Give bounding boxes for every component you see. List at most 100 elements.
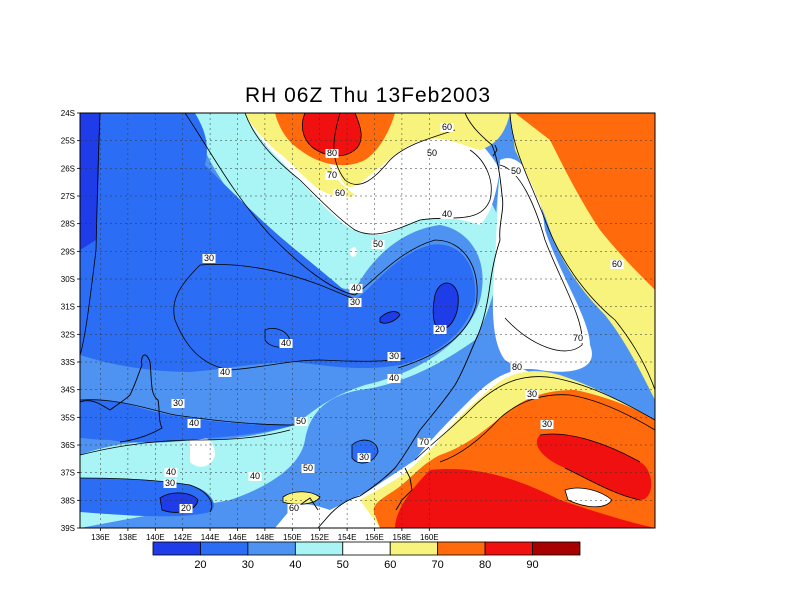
contour-label: 40 <box>220 367 230 377</box>
contour-label-bg <box>440 210 454 219</box>
longitude-axis: 136E 138E 140E 142E 144E 146E 148E 150E 152E 154E… <box>91 528 439 542</box>
colorbar-label: 50 <box>337 559 349 571</box>
lat-tick-label: 28S <box>61 220 75 229</box>
colorbar-swatch <box>200 541 249 556</box>
contour-label-bg <box>510 363 524 372</box>
contour-label: 30 <box>527 389 537 399</box>
contour-label: 20 <box>435 324 445 334</box>
lat-tick-label: 36S <box>61 441 75 450</box>
contour-labels: 6050807060505040304030204030406070803030… <box>163 122 624 513</box>
colorbar-swatch <box>437 541 486 556</box>
contour-label: 70 <box>327 170 337 180</box>
contour-label: 40 <box>166 467 176 477</box>
lat-tick-label: 39S <box>61 524 75 533</box>
colorbar-swatch <box>294 541 344 556</box>
contour-label: 40 <box>281 338 291 348</box>
lat-tick-label: 26S <box>61 164 75 173</box>
contour-label-bg <box>610 260 624 269</box>
contour-label-bg <box>371 240 385 249</box>
contour-label-bg <box>187 419 201 428</box>
contour-label-bg <box>357 453 371 462</box>
latitude-axis: 24S 25S 26S 27S 28S 29S 30S 31S 32S 33S 34S 35S 36S 3… <box>61 109 80 533</box>
contour-label: 50 <box>373 239 383 249</box>
contour-label: 40 <box>389 373 399 383</box>
contour-label-bg <box>171 399 185 408</box>
lat-tick-label: 25S <box>61 137 75 146</box>
contour-label-bg <box>417 438 431 447</box>
contour-label-bg <box>164 468 178 477</box>
contour-label-bg <box>325 149 339 158</box>
lon-tick-label: 158E <box>393 533 412 542</box>
map-title: RH 06Z Thu 13Feb2003 <box>244 84 492 107</box>
contour-label: 30 <box>173 398 183 408</box>
contour-label-bg <box>348 298 362 307</box>
contour-label-bg <box>218 368 232 377</box>
lat-tick-label: 29S <box>61 247 75 256</box>
coastline <box>80 113 504 528</box>
contour-label-bg <box>349 284 363 293</box>
lat-tick-label: 27S <box>61 192 75 201</box>
lat-tick-label: 34S <box>61 386 75 395</box>
lon-tick-label: 160E <box>420 533 439 542</box>
contour-label: 30 <box>350 297 360 307</box>
contour-label: 50 <box>427 148 437 158</box>
colorbar-label: 70 <box>432 559 444 571</box>
colorbar-swatch <box>389 541 439 556</box>
map-grid <box>80 113 655 528</box>
contour-label-bg <box>163 479 177 488</box>
colorbar-swatch <box>152 541 201 556</box>
contour-label-bg <box>387 352 401 361</box>
lon-tick-label: 136E <box>91 533 110 542</box>
contour-label-bg <box>325 171 339 180</box>
contour-label: 40 <box>189 418 199 428</box>
contour-label: 40 <box>250 471 260 481</box>
contour-label: 70 <box>573 333 583 343</box>
colorbar-swatch <box>247 541 296 556</box>
contour-label: 60 <box>335 188 345 198</box>
lat-tick-label: 38S <box>61 496 75 505</box>
contour-label: 40 <box>351 283 361 293</box>
lon-tick-label: 152E <box>310 533 329 542</box>
lat-tick-label: 33S <box>61 358 75 367</box>
lon-tick-label: 146E <box>228 533 247 542</box>
contour-label: 50 <box>303 463 313 473</box>
contour-label: 30 <box>359 452 369 462</box>
lon-tick-label: 142E <box>173 533 192 542</box>
contour-label-bg <box>425 149 439 158</box>
lon-tick-label: 148E <box>256 533 275 542</box>
map-frame <box>79 112 656 529</box>
contour-label: 30 <box>204 253 214 263</box>
lat-tick-label: 32S <box>61 330 75 339</box>
contour-label-bg <box>540 420 554 429</box>
rh-field <box>80 113 655 528</box>
contour-label-bg <box>202 254 216 263</box>
colorbar-label: 80 <box>479 559 491 571</box>
contour-label-bg <box>294 417 308 426</box>
colorbar-swatch <box>484 541 533 556</box>
lat-tick-label: 24S <box>61 109 75 118</box>
colorbar-label: 90 <box>526 559 538 571</box>
colorbar-swatch <box>342 541 391 556</box>
lat-tick-label: 31S <box>61 303 75 312</box>
lat-tick-label: 35S <box>61 413 75 422</box>
colorbar: 20 30 40 50 60 70 80 90 <box>152 541 581 571</box>
lon-tick-label: 144E <box>201 533 220 542</box>
contour-label-bg <box>387 374 401 383</box>
lat-tick-label: 37S <box>61 469 75 478</box>
contour-label: 30 <box>542 419 552 429</box>
contour-label-bg <box>287 504 301 513</box>
lat-tick-label: 30S <box>61 275 75 284</box>
colorbar-label: 30 <box>242 559 254 571</box>
contour-label-bg <box>440 123 454 132</box>
contour-label: 60 <box>612 259 622 269</box>
contour-label: 30 <box>165 478 175 488</box>
lon-tick-label: 140E <box>146 533 165 542</box>
contour-label: 20 <box>181 503 191 513</box>
contour-label-bg <box>301 464 315 473</box>
contour-label: 60 <box>442 122 452 132</box>
contour-label-bg <box>433 325 447 334</box>
contour-label: 80 <box>512 362 522 372</box>
contour-label-bg <box>525 390 539 399</box>
contour-label-bg <box>333 189 347 198</box>
